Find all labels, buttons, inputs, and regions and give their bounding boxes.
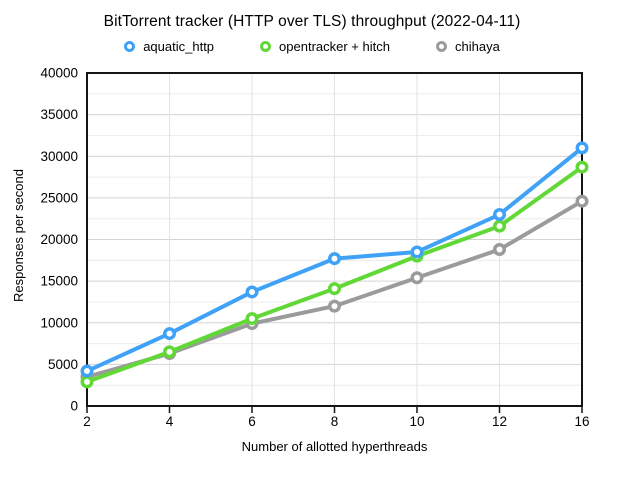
data-point-aquatic-http-4 [163,327,176,341]
x-tick-label: 12 [492,414,507,429]
data-point-opentracker-hitch-6 [245,312,259,326]
legend-item-opentracker-hitch: opentracker + hitch [260,39,390,54]
data-point-opentracker-hitch-12 [493,219,506,233]
data-point-aquatic-http-12 [493,208,506,222]
y-tick-label: 25000 [40,190,78,205]
legend-item-chihaya: chihaya [435,39,500,54]
chart-title: BitTorrent tracker (HTTP over TLS) throu… [103,13,521,30]
data-point-chihaya-8 [328,299,341,313]
data-point-chihaya-16 [575,194,589,208]
data-point-opentracker-hitch-16 [575,160,589,174]
x-axis-title: Number of allotted hyperthreads [241,439,428,454]
data-point-aquatic-http-16 [575,141,589,155]
legend-item-aquatic-http: aquatic_http [124,39,214,54]
y-tick-label: 20000 [40,232,78,247]
y-tick-label: 15000 [40,274,78,289]
y-tick-label: 40000 [40,66,78,81]
data-point-chihaya-12 [493,242,506,256]
data-point-opentracker-hitch-8 [328,282,341,296]
plot-border [86,72,583,407]
data-point-aquatic-http-10 [410,245,424,259]
data-point-chihaya-10 [410,271,424,285]
legend-marker-icon [435,41,447,52]
x-tick-label: 10 [409,414,424,429]
data-point-opentracker-hitch-4 [163,345,176,359]
x-tick-label: 16 [574,414,589,429]
data-point-aquatic-http-6 [245,285,259,299]
y-tick-label: 30000 [40,149,78,164]
x-tick-label: 2 [83,414,91,429]
legend-label: aquatic_http [143,39,215,54]
x-tick-label: 4 [166,414,174,429]
y-tick-label: 0 [70,399,78,414]
y-tick-label: 5000 [48,357,78,372]
y-tick-label: 10000 [40,315,78,330]
legend-marker-icon [124,41,136,52]
legend-label: opentracker + hitch [279,39,390,54]
y-tick-label: 35000 [40,107,78,122]
data-point-aquatic-http-8 [328,252,341,266]
chart-legend: aquatic_http opentracker + hitch chihaya [0,39,624,54]
legend-marker-icon [260,41,272,52]
x-tick-label: 6 [248,414,256,429]
data-point-opentracker-hitch-2 [80,375,94,389]
data-point-aquatic-http-2 [80,364,94,378]
legend-label: chihaya [454,39,500,54]
x-tick-label: 8 [331,414,339,429]
